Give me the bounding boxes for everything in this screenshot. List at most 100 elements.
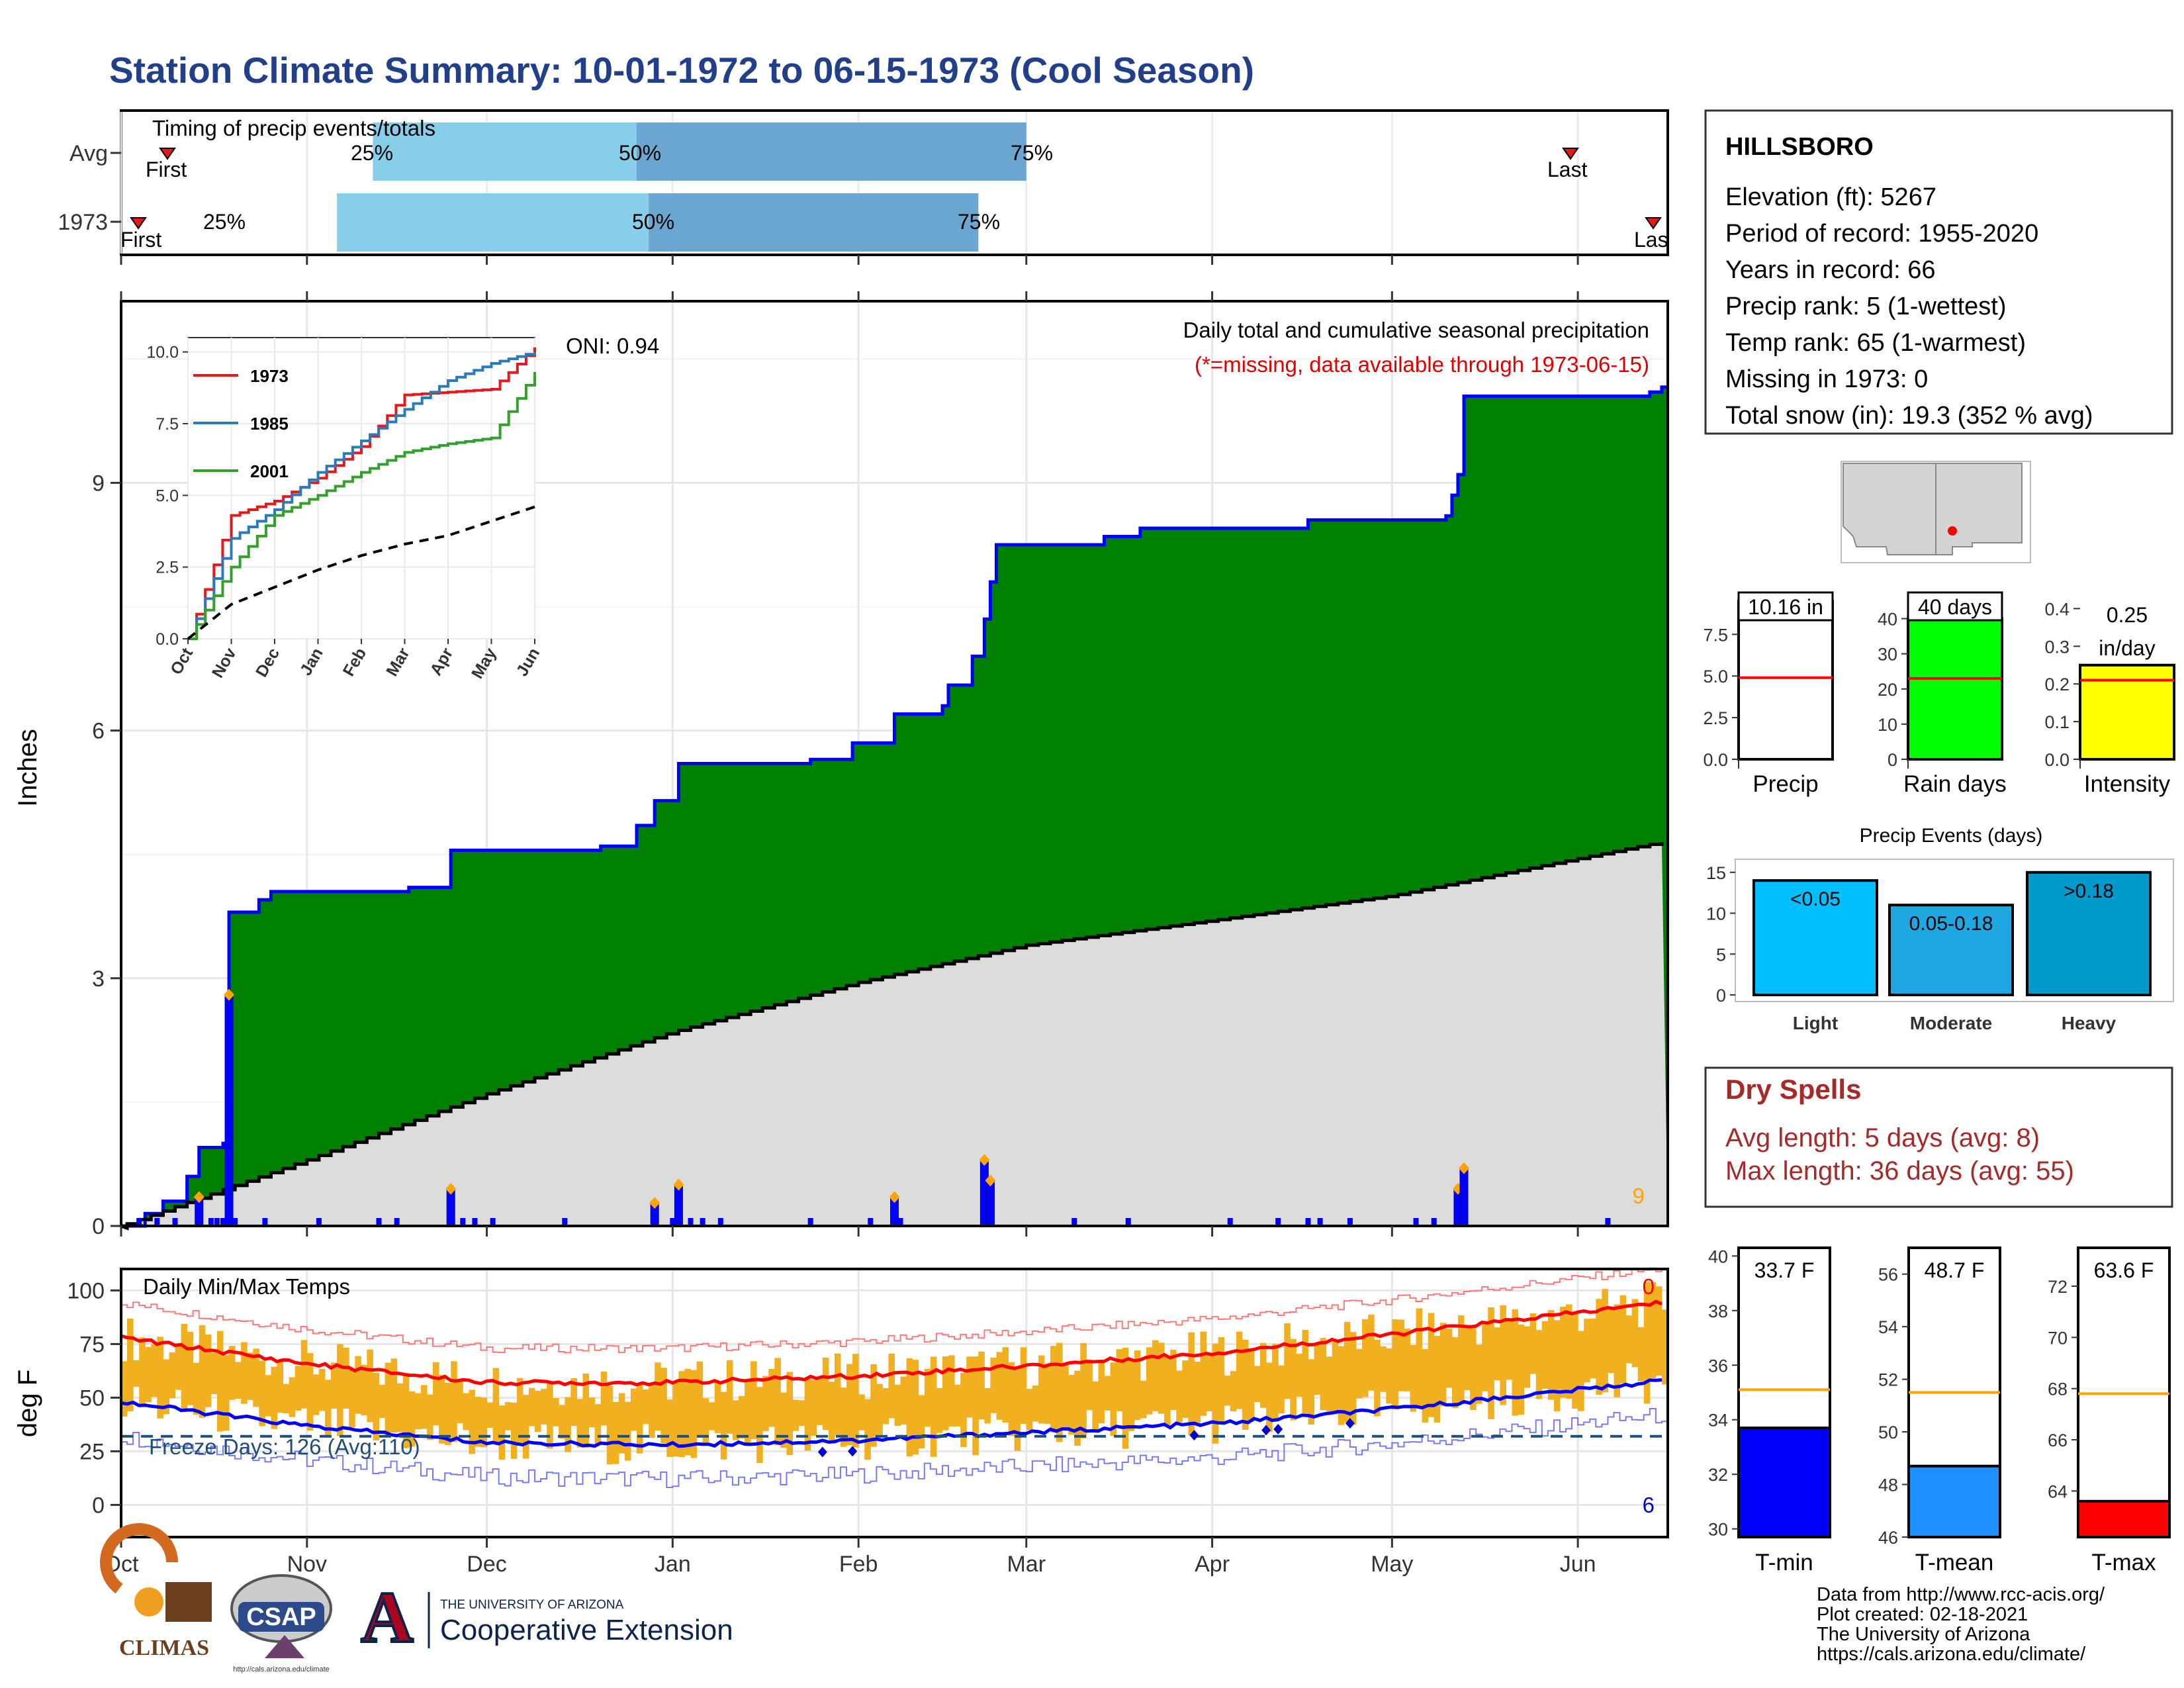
- daily-temp-bar: [672, 1381, 679, 1457]
- daily-temp-bar: [828, 1382, 835, 1440]
- temp-ytick: 25: [79, 1439, 105, 1464]
- daily-temp-bar: [1002, 1347, 1009, 1423]
- new-mexico-shape: [1935, 463, 2023, 555]
- temp-bar-ytick: 54: [1878, 1317, 1898, 1337]
- daily-temp-bar: [235, 1362, 242, 1399]
- mini-bar-fill: [1907, 617, 2003, 761]
- daily-temp-bar: [1506, 1318, 1512, 1380]
- inset-line-average: [187, 505, 535, 640]
- daily-temp-bar: [355, 1356, 361, 1414]
- daily-precip-bar: [1459, 1168, 1469, 1227]
- daily-precip-bar: [688, 1218, 694, 1226]
- dry-spells-avg: Avg length: 5 days (avg: 8): [1725, 1123, 2040, 1152]
- daily-temp-bar: [1439, 1323, 1447, 1407]
- inset-legend-item: 2001: [250, 461, 289, 481]
- daily-temp-bar: [1392, 1319, 1398, 1410]
- temp-bar-fill: [1907, 1464, 2001, 1538]
- climas-logo: CLIMAS: [100, 1523, 212, 1660]
- daily-temp-bar: [708, 1402, 715, 1430]
- daily-temp-bar: [289, 1377, 296, 1417]
- arizona-shape: [1843, 463, 1936, 555]
- daily-temp-bar: [1050, 1346, 1057, 1432]
- daily-temp-bar: [121, 1361, 128, 1417]
- daily-temp-bar: [966, 1356, 973, 1418]
- mini-bar-precip: 10.16 in 0.0 2.5 5.0 7.5 Precip: [1703, 591, 1834, 797]
- daily-temp-bar: [582, 1373, 590, 1448]
- daily-temp-bar: [1482, 1324, 1488, 1391]
- daily-temp-bar: [1566, 1304, 1572, 1399]
- daily-temp-bar: [271, 1366, 278, 1429]
- daily-precip-bar: [1275, 1218, 1281, 1226]
- mini-bar-value: 40 days: [1918, 595, 1992, 619]
- daily-temp-bar: [930, 1356, 937, 1457]
- daily-temp-bar: [229, 1346, 236, 1400]
- daily-temp-bar: [1170, 1349, 1177, 1410]
- daily-temp-bar: [463, 1393, 469, 1430]
- temp-count-bottom: 6: [1643, 1493, 1655, 1517]
- daily-temp-bar: [1643, 1282, 1651, 1404]
- daily-temp-bar: [439, 1375, 445, 1444]
- daily-temp-bar: [912, 1360, 919, 1455]
- daily-temp-bar: [678, 1371, 685, 1458]
- daily-temp-bar: [205, 1335, 212, 1407]
- daily-temp-bar: [684, 1368, 692, 1456]
- daily-temp-bar: [1362, 1319, 1369, 1397]
- daily-precip-bar: [262, 1218, 268, 1226]
- daily-temp-bar: [894, 1384, 901, 1426]
- daily-temp-bar: [1428, 1313, 1435, 1417]
- daily-temp-bar: [300, 1340, 308, 1409]
- temp-bar-ytick: 36: [1708, 1356, 1728, 1376]
- daily-temp-bar: [1080, 1342, 1087, 1438]
- freeze-days-label: Freeze Days: 126 (Avg:110): [149, 1434, 420, 1459]
- daily-temp-bar: [643, 1389, 649, 1425]
- oni-label: ONI: 0.94: [566, 334, 659, 358]
- daily-precip-bar: [220, 1218, 226, 1226]
- daily-temp-bar: [1398, 1319, 1404, 1391]
- last-marker-avg: [1562, 148, 1579, 160]
- mini-bar-intensity: 0.25 in/day 0.0 0.1 0.2 0.3 0.4 Intensity: [2044, 599, 2175, 797]
- daily-temp-bar: [1590, 1318, 1596, 1379]
- daily-temp-bar: [1098, 1360, 1105, 1424]
- mini-bar-ytick: 7.5: [1703, 625, 1728, 645]
- daily-temp-bar: [1631, 1299, 1639, 1368]
- daily-temp-bar: [475, 1396, 481, 1447]
- daily-temp-bar: [1152, 1340, 1159, 1412]
- daily-temp-bar: [1266, 1362, 1273, 1432]
- mini-bar-ytick: 10: [1878, 715, 1897, 735]
- daily-temp-bar: [1248, 1351, 1255, 1423]
- daily-temp-bar: [504, 1402, 512, 1430]
- mini-bar-value: 10.16 in: [1748, 595, 1823, 619]
- dry-spells-box: Dry Spells Avg length: 5 days (avg: 8) M…: [1704, 1066, 2173, 1208]
- record-low-marker: [1261, 1425, 1271, 1436]
- daily-temp-bar: [445, 1382, 451, 1445]
- station-info-line: Precip rank: 5 (1-wettest): [1725, 293, 2006, 320]
- daily-temp-bar: [649, 1385, 655, 1438]
- daily-precip-bar: [1347, 1218, 1353, 1226]
- inset-ytick: 7.5: [156, 415, 179, 434]
- daily-temp-bar: [624, 1401, 631, 1461]
- last-marker-1973: [1645, 217, 1662, 230]
- daily-temp-bar: [1056, 1342, 1063, 1442]
- timing-row-1973: 1973: [58, 210, 108, 235]
- daily-temp-bar: [553, 1398, 559, 1427]
- temp-bar-t-mean: 48.7 F 46 48 50 52 54 56 T-mean: [1878, 1246, 2001, 1575]
- last-label-avg: Last: [1547, 158, 1588, 181]
- daily-temp-bar: [565, 1397, 571, 1452]
- daily-temp-bar: [637, 1383, 643, 1454]
- footer-line: The University of Arizona: [1817, 1624, 2030, 1645]
- daily-temp-bar: [804, 1378, 811, 1451]
- temp-bar-t-max: 63.6 F 64 66 68 70 72 T-max: [2048, 1246, 2171, 1575]
- mini-bar-ytick: 0.4: [2044, 599, 2070, 619]
- snow-marker: [979, 1154, 990, 1166]
- temp-bar-ytick: 72: [2048, 1277, 2068, 1297]
- daily-temp-bar: [1224, 1375, 1231, 1406]
- daily-temp-bar: [720, 1391, 727, 1460]
- ua-cooperative-extension-logo: A THE UNIVERSITY OF ARIZONA Cooperative …: [359, 1575, 733, 1659]
- daily-temp-bar: [1619, 1295, 1627, 1383]
- daily-temp-bar: [1332, 1339, 1339, 1415]
- month-tick: Nov: [287, 1552, 327, 1577]
- daily-temp-bar: [451, 1361, 457, 1442]
- daily-temp-bar: [882, 1388, 889, 1425]
- daily-temp-bar: [1128, 1358, 1135, 1431]
